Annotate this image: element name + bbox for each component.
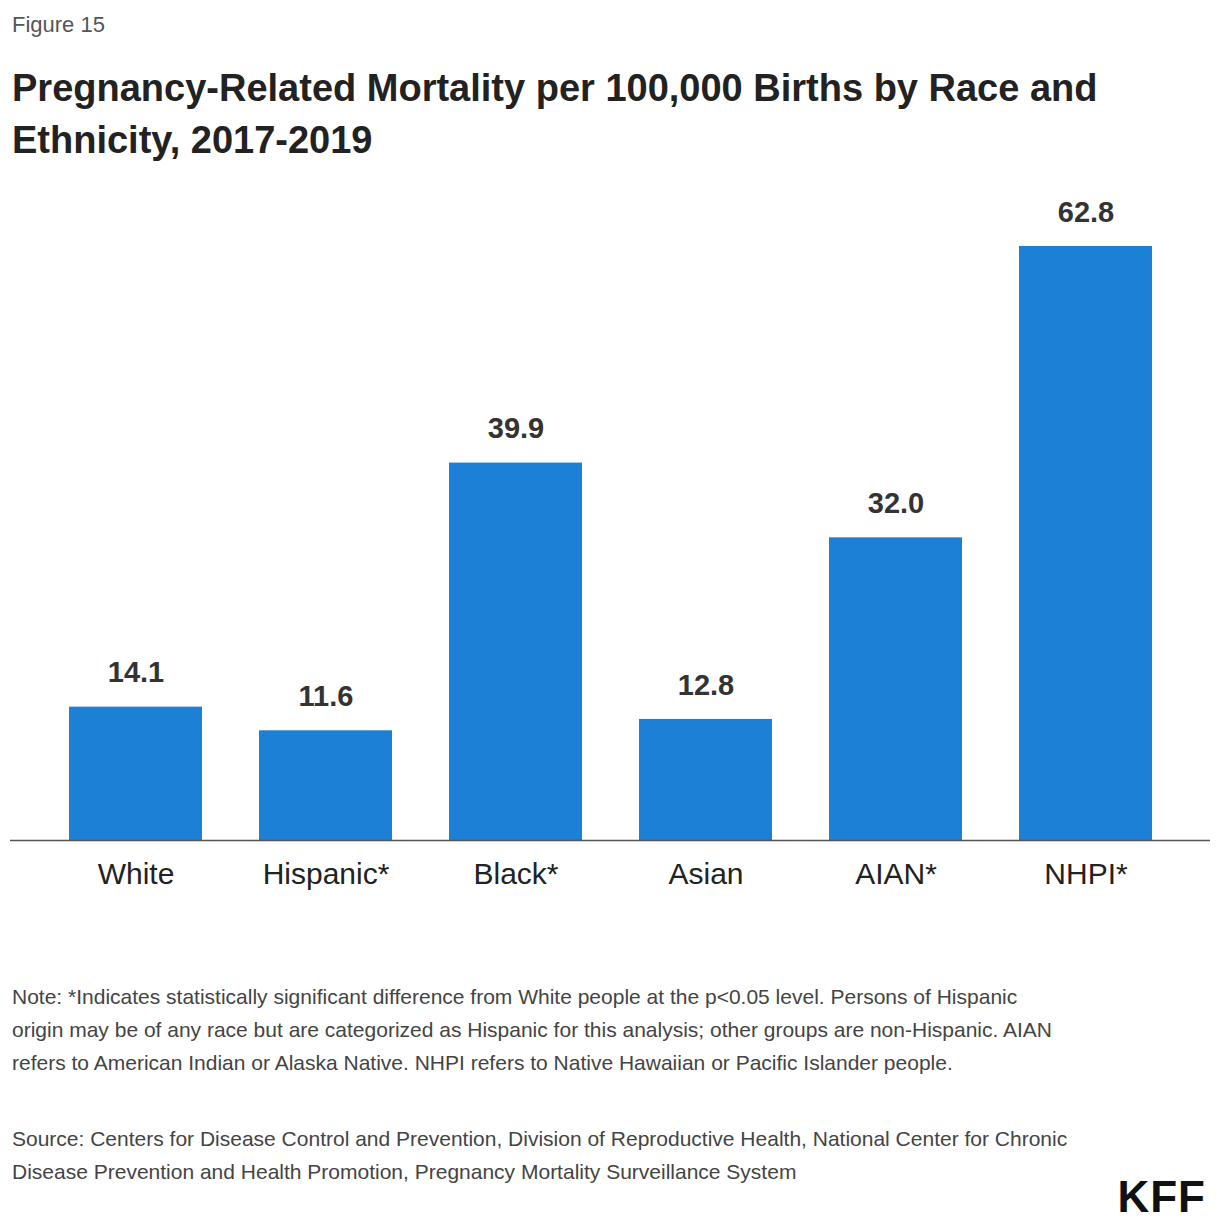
html-text:KFF: KFF: [1117, 1172, 1206, 1221]
svg-text:62.8: 62.8: [1058, 196, 1114, 228]
svg-text:39.9: 39.9: [488, 412, 544, 444]
svg-text:32.0: 32.0: [868, 487, 924, 519]
svg-text:Asian: Asian: [668, 857, 743, 890]
svg-text:11.6: 11.6: [299, 680, 354, 712]
html-text:Pregnancy-Related Mortality pe: Pregnancy-Related Mortality per 100,000 …: [12, 67, 1098, 161]
svg-text:AIAN*: AIAN*: [855, 857, 937, 890]
svg-text:Black*: Black*: [473, 857, 558, 890]
svg-text:12.8: 12.8: [678, 669, 734, 701]
svg-text:NHPI*: NHPI*: [1044, 857, 1128, 890]
html-text:Note: *Indicates statistically: Note: *Indicates statistically significa…: [12, 985, 1052, 1074]
html-text:Figure 15: Figure 15: [12, 12, 105, 37]
svg-text:Hispanic*: Hispanic*: [263, 857, 390, 890]
svg-text:14.1: 14.1: [108, 656, 164, 688]
html-text:Source: Centers for Disease Co: Source: Centers for Disease Control and …: [12, 1127, 1068, 1183]
svg-text:White: White: [98, 857, 175, 890]
